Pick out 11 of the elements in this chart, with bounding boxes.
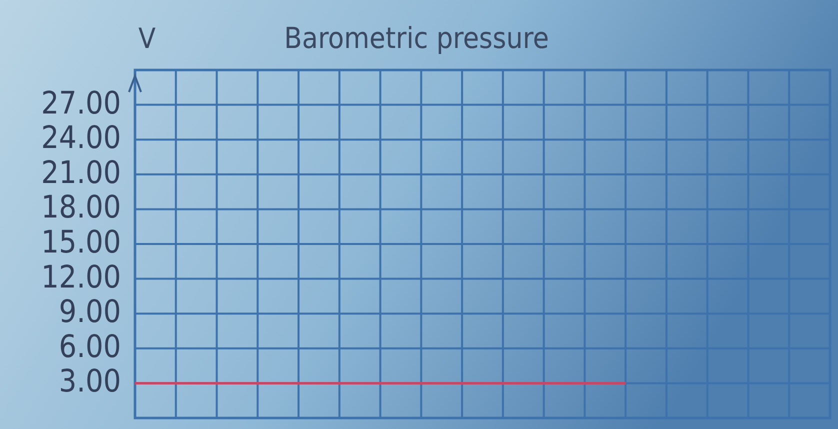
y-tick-label: 24.00 — [41, 120, 121, 156]
y-tick-label: 12.00 — [41, 259, 121, 296]
y-axis-title: V — [138, 22, 156, 55]
y-tick-label: 3.00 — [58, 364, 121, 400]
y-tick-label: 21.00 — [41, 154, 121, 191]
chart-title: Barometric pressure — [284, 21, 549, 55]
y-tick-label: 18.00 — [41, 190, 121, 226]
y-tick-label: 15.00 — [41, 224, 121, 260]
y-tick-label: 27.00 — [41, 85, 121, 122]
y-tick-label: 9.00 — [58, 294, 121, 330]
y-tick-label: 6.00 — [58, 328, 121, 365]
